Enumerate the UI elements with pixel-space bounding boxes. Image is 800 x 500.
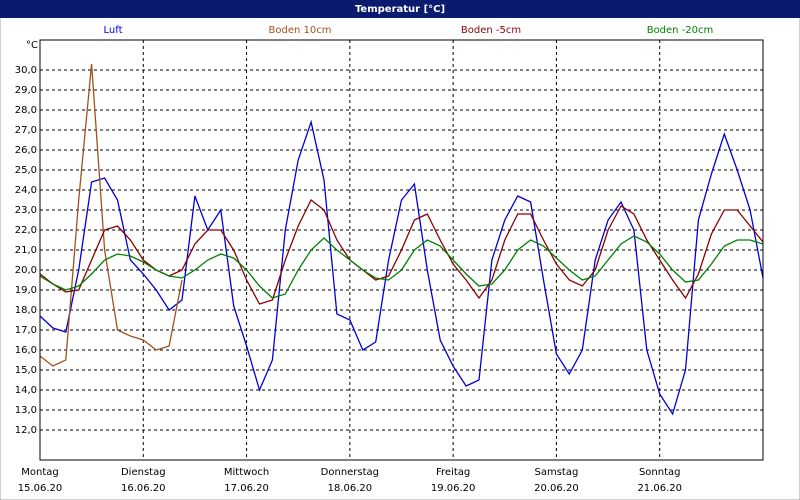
legend-label: Luft: [104, 25, 123, 36]
y-tick-label: 17,0: [15, 325, 37, 336]
y-tick-label: 28,0: [15, 105, 37, 116]
y-tick-label: 13,0: [15, 405, 37, 416]
series-line: [39, 119, 764, 416]
x-tick-date: 15.06.20: [18, 483, 63, 494]
x-tick-date: 21.06.20: [637, 483, 682, 494]
y-tick-label: 14,0: [15, 385, 37, 396]
x-tick-date: 18.06.20: [328, 483, 373, 494]
y-tick-label: 16,0: [15, 345, 37, 356]
legend-label: Boden -20cm: [647, 25, 714, 36]
y-tick-label: 21,0: [15, 245, 37, 256]
y-tick-label: 23,0: [15, 205, 37, 216]
legend-label: Boden -5cm: [461, 25, 521, 36]
x-tick-label: Samstag: [535, 467, 579, 478]
x-tick-date: 19.06.20: [431, 483, 476, 494]
y-unit: °C: [26, 40, 38, 51]
y-tick-label: 22,0: [15, 225, 37, 236]
lines: [39, 63, 764, 416]
y-tick-label: 25,0: [15, 165, 37, 176]
x-tick-label: Freitag: [436, 467, 470, 478]
y-tick-label: 20,0: [15, 265, 37, 276]
x-tick-label: Donnerstag: [321, 467, 379, 478]
legend-label: Boden 10cm: [269, 25, 332, 36]
y-tick-label: 30,0: [15, 65, 37, 76]
plot-border: [39, 39, 764, 461]
x-tick-label: Mittwoch: [224, 467, 269, 478]
grid: [39, 40, 763, 460]
y-tick-label: 27,0: [15, 125, 37, 136]
chart-title: Temperatur [°C]: [355, 4, 445, 15]
y-tick-label: 18,0: [15, 305, 37, 316]
x-tick-date: 17.06.20: [224, 483, 269, 494]
y-tick-label: 12,0: [15, 425, 37, 436]
x-tick-label: Montag: [21, 467, 58, 478]
series-line: [39, 235, 764, 299]
x-tick-date: 16.06.20: [121, 483, 166, 494]
y-tick-label: 19,0: [15, 285, 37, 296]
title-bar: [0, 0, 800, 18]
x-tick-label: Sonntag: [639, 467, 681, 478]
y-tick-label: 15,0: [15, 365, 37, 376]
y-tick-label: 29,0: [15, 85, 37, 96]
x-tick-label: Dienstag: [121, 467, 166, 478]
x-tick-date: 20.06.20: [534, 483, 579, 494]
y-tick-label: 26,0: [15, 145, 37, 156]
series-line: [39, 63, 183, 367]
y-tick-label: 24,0: [15, 185, 37, 196]
